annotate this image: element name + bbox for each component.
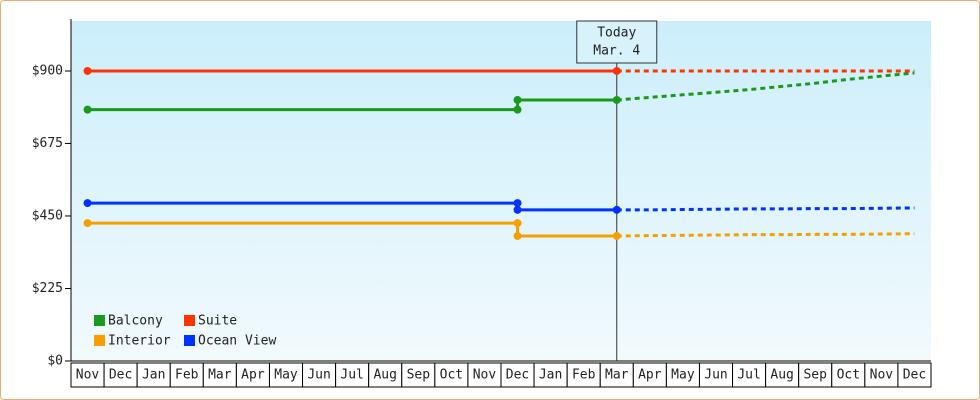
x-tick-label: Mar [605, 368, 629, 383]
y-tick-label: $675 [32, 136, 63, 151]
x-tick-label: Apr [241, 368, 265, 383]
today-box [576, 20, 658, 64]
y-tick-label: $225 [32, 281, 63, 296]
x-tick-box [533, 362, 568, 388]
x-tick-label: Sep [407, 368, 431, 383]
x-tick-box [732, 362, 767, 388]
x-tick-label: Feb [175, 368, 199, 383]
x-tick-box [831, 362, 866, 388]
point [513, 95, 522, 104]
point [513, 105, 522, 114]
legend-label: Suite [198, 314, 237, 329]
x-tick-label: Jan [142, 368, 165, 383]
point [513, 231, 522, 240]
today-date: Mar. 4 [593, 44, 640, 59]
legend-swatch [184, 335, 195, 346]
x-tick-label: Oct [837, 368, 860, 383]
x-tick-label: Sep [803, 368, 827, 383]
x-tick-label: Nov [870, 368, 894, 383]
x-tick-box [368, 362, 403, 388]
x-tick-box [202, 362, 237, 388]
series-line [87, 201, 617, 212]
forecast-line [616, 206, 915, 212]
x-tick-label: Feb [572, 368, 596, 383]
y-tick-label: $450 [32, 208, 63, 223]
legend-label: Interior [108, 334, 171, 349]
x-tick-label: Apr [638, 368, 662, 383]
legend-swatch [184, 315, 195, 326]
y-tick-label: $0 [47, 354, 63, 369]
y-tick-label: $900 [32, 63, 63, 78]
x-tick-label: Aug [373, 368, 396, 383]
point [513, 219, 522, 228]
x-tick-box [632, 362, 667, 388]
point [83, 66, 92, 75]
x-tick-box [698, 362, 734, 388]
x-tick-label: Dec [903, 368, 926, 383]
x-tick-label: Jul [340, 368, 363, 383]
legend-swatch [94, 335, 105, 346]
x-tick-box [268, 362, 304, 388]
x-tick-label: May [671, 368, 695, 383]
x-tick-label: Jun [704, 368, 727, 383]
forecast-line [616, 71, 915, 102]
point [83, 105, 92, 114]
legend-swatch [94, 315, 105, 326]
series-line [87, 98, 617, 112]
point [612, 231, 621, 240]
point [513, 199, 522, 208]
x-tick-label: Aug [770, 368, 793, 383]
x-tick-label: Dec [109, 368, 132, 383]
x-tick-label: Jul [737, 368, 760, 383]
x-tick-label: Jan [539, 368, 562, 383]
x-tick-box [335, 362, 370, 388]
point [513, 205, 522, 214]
plot-area [71, 21, 931, 361]
x-tick-label: Jun [307, 368, 330, 383]
x-tick-label: May [274, 368, 298, 383]
series-line [87, 221, 617, 238]
forecast-line [616, 232, 915, 238]
x-tick-label: Mar [208, 368, 232, 383]
point [612, 205, 621, 214]
legend-label: Ocean View [198, 334, 276, 349]
x-tick-box [103, 362, 138, 388]
legend-label: Balcony [108, 314, 163, 329]
x-tick-box [235, 362, 270, 388]
point [612, 95, 621, 104]
today-label: Today [597, 26, 636, 41]
point [83, 199, 92, 208]
x-tick-label: Oct [440, 368, 463, 383]
x-tick-label: Dec [506, 368, 529, 383]
point [612, 66, 621, 75]
x-tick-box [864, 362, 899, 388]
point [83, 219, 92, 228]
x-tick-box [169, 362, 204, 388]
x-tick-label: Nov [473, 368, 497, 383]
x-tick-label: Nov [76, 368, 100, 383]
x-tick-box [500, 362, 535, 388]
